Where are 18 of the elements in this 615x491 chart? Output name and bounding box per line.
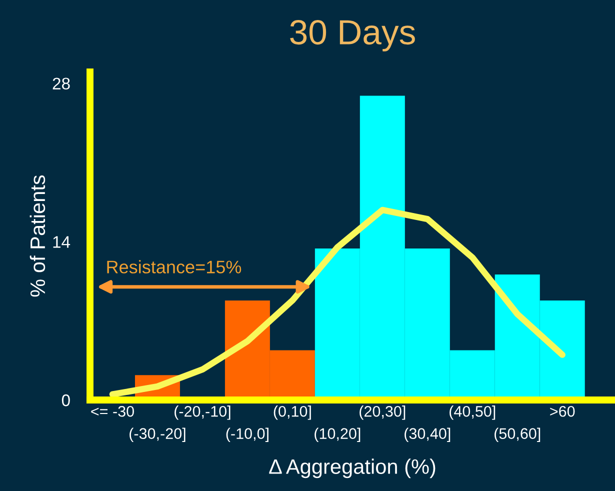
- x-tick-label: (10,20]: [314, 428, 360, 442]
- x-tick-label: (-20,-10]: [174, 406, 230, 420]
- y-tick-label: 0: [62, 394, 70, 406]
- x-tick-label: (-10,0]: [226, 428, 268, 442]
- x-tick-label: (50,60]: [494, 428, 540, 442]
- x-tick-label: (40,50]: [450, 406, 496, 420]
- y-tick-label: 28: [52, 78, 70, 90]
- y-axis-title: % of Patients: [30, 175, 46, 297]
- chart-title: 30 Days: [290, 20, 415, 52]
- x-tick-label: >60: [550, 406, 575, 417]
- x-tick-label: (30,40]: [404, 428, 450, 442]
- x-tick-label: (20,30]: [360, 406, 406, 420]
- x-tick-label: (-30,-20]: [130, 428, 186, 442]
- x-axis-title: Δ Aggregation (%): [269, 458, 436, 478]
- y-tick-label: 14: [53, 236, 70, 248]
- x-tick-label: (0,10]: [274, 406, 311, 420]
- annotation: Resistance=15%: [107, 260, 242, 274]
- x-tick-label: <= -30: [91, 406, 134, 417]
